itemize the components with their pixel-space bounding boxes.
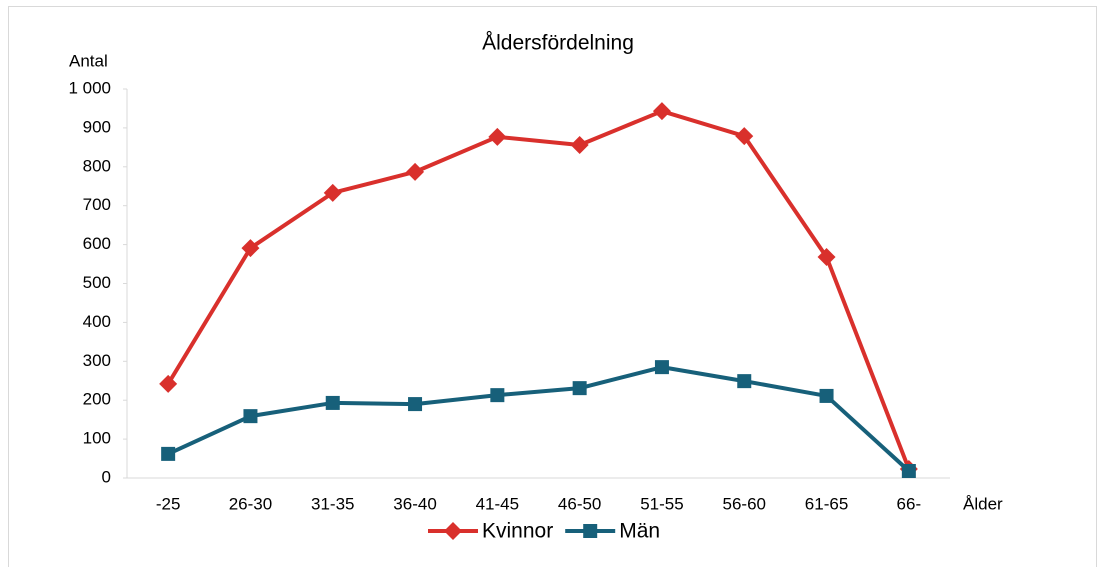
- marker: [583, 524, 598, 538]
- y-tick-label: 900: [83, 117, 111, 136]
- x-tick-label: -25: [156, 494, 181, 513]
- y-axis-label: Antal: [69, 51, 108, 70]
- y-tick-label: 700: [83, 195, 111, 214]
- marker: [819, 388, 834, 403]
- x-tick-label: 36-40: [393, 494, 436, 513]
- marker: [408, 397, 423, 412]
- y-tick-label: 400: [83, 312, 111, 331]
- legend-label: Kvinnor: [482, 520, 553, 543]
- marker: [159, 374, 178, 393]
- marker: [406, 162, 425, 181]
- series-line: [166, 109, 911, 470]
- y-tick-label: 500: [83, 273, 111, 292]
- marker: [735, 127, 754, 146]
- y-tick-label: 800: [83, 156, 111, 175]
- marker: [490, 388, 505, 403]
- marker: [817, 248, 836, 267]
- marker: [572, 381, 587, 396]
- chart-title: Åldersfördelning: [482, 32, 634, 55]
- y-tick-label: 300: [83, 351, 111, 370]
- marker: [325, 395, 340, 410]
- y-tick-label: 100: [83, 429, 111, 448]
- x-tick-label: 51-55: [640, 494, 683, 513]
- marker: [323, 183, 342, 202]
- x-tick-label: 41-45: [476, 494, 519, 513]
- x-tick-label: 66-: [897, 494, 922, 513]
- x-axis-label: Ålder: [963, 494, 1003, 513]
- marker: [901, 463, 916, 478]
- series-line: [167, 365, 911, 473]
- marker: [161, 446, 176, 461]
- marker: [654, 360, 669, 375]
- y-tick-label: 0: [102, 467, 111, 486]
- y-tick-label: 1 000: [68, 78, 111, 97]
- marker: [488, 127, 507, 146]
- x-tick-label: 26-30: [229, 494, 272, 513]
- x-tick-label: 61-65: [805, 494, 848, 513]
- marker: [737, 374, 752, 389]
- legend-label: Män: [619, 520, 660, 543]
- marker: [444, 522, 462, 540]
- marker: [243, 409, 258, 424]
- x-tick-label: 56-60: [723, 494, 766, 513]
- marker: [570, 136, 589, 155]
- marker: [652, 102, 671, 121]
- x-tick-label: 31-35: [311, 494, 354, 513]
- marker: [241, 239, 260, 258]
- chart-frame: [8, 6, 1097, 567]
- y-tick-label: 600: [83, 234, 111, 253]
- y-tick-label: 200: [83, 390, 111, 409]
- x-tick-label: 46-50: [558, 494, 601, 513]
